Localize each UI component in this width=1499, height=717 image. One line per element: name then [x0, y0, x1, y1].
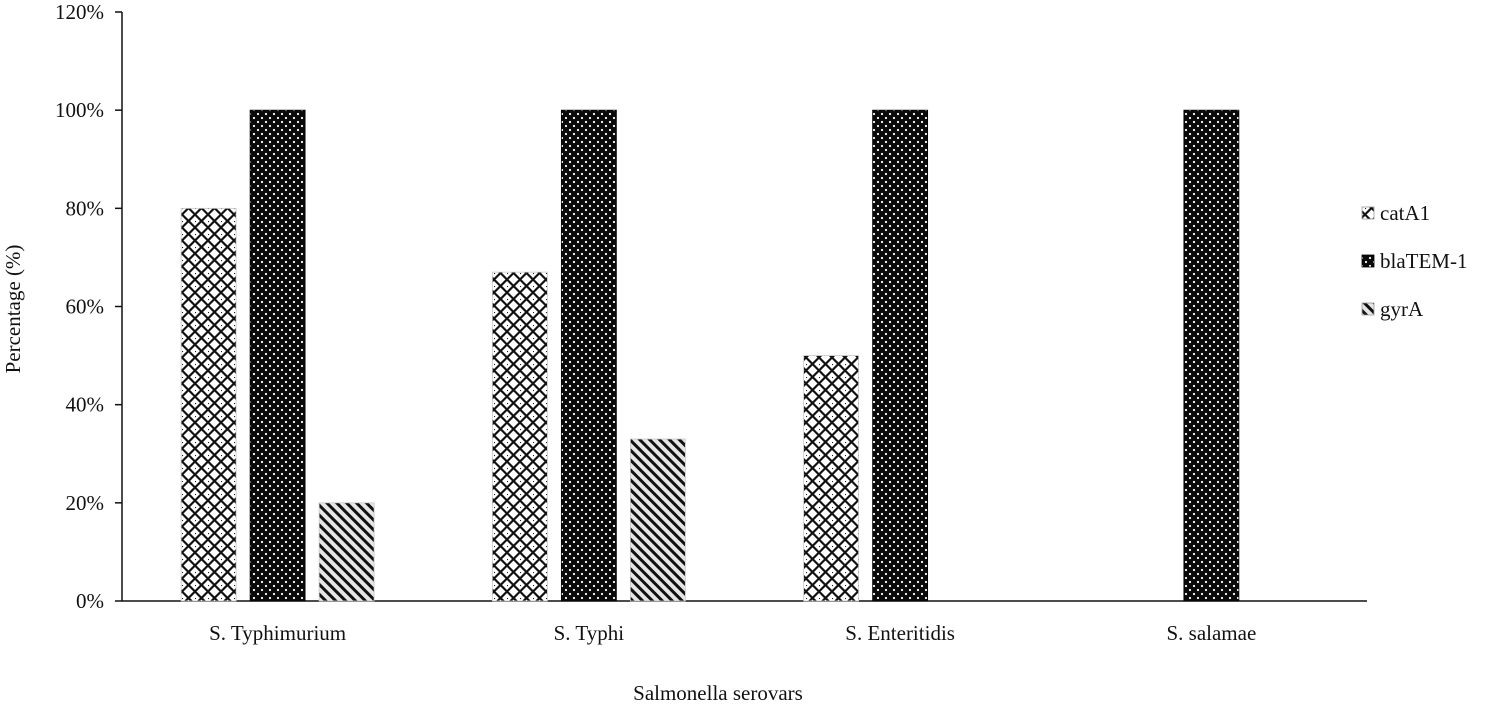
x-category-label: S. Enteritidis — [845, 621, 955, 645]
y-axis-title: Percentage (%) — [1, 245, 25, 374]
legend-swatch — [1361, 206, 1375, 220]
legend-swatch — [1361, 302, 1375, 316]
legend-swatch — [1361, 254, 1375, 268]
legend-label: catA1 — [1380, 201, 1430, 225]
y-tick-label: 60% — [66, 295, 105, 319]
bar-cata1-2 — [491, 271, 548, 602]
x-axis-title: Salmonella serovars — [633, 681, 803, 705]
y-tick-label: 120% — [55, 0, 104, 24]
x-category-label: S. Typhi — [554, 621, 625, 645]
bar-blatem-1-2 — [560, 109, 617, 602]
bar-gyra-2 — [629, 438, 686, 602]
x-category-label: S. Typhimurium — [209, 621, 346, 645]
bars-group — [180, 109, 1240, 602]
y-tick-label: 0% — [76, 589, 104, 613]
y-tick-label: 40% — [66, 393, 105, 417]
legend-label: gyrA — [1380, 297, 1424, 321]
y-axis-ticks: 0% 20% 40% 60% 80% 100% 120% — [55, 0, 122, 613]
legend-label: blaTEM-1 — [1380, 249, 1467, 273]
y-tick-label: 80% — [66, 196, 105, 220]
bar-blatem-1-1 — [249, 109, 306, 602]
bar-cata1-1 — [180, 207, 237, 602]
bar-gyra-1 — [318, 502, 375, 602]
y-tick-label: 20% — [66, 491, 105, 515]
y-tick-label: 100% — [55, 98, 104, 122]
x-axis-tick-labels: S. Typhimurium S. Typhi S. Enteritidis S. s… — [209, 621, 1256, 645]
legend: catA1 blaTEM-1 gyrA — [1361, 201, 1467, 321]
bar-blatem-1-3 — [872, 109, 929, 602]
x-category-label: S. salamae — [1166, 621, 1256, 645]
bar-cata1-3 — [803, 355, 860, 602]
bar-blatem-1-4 — [1183, 109, 1240, 602]
